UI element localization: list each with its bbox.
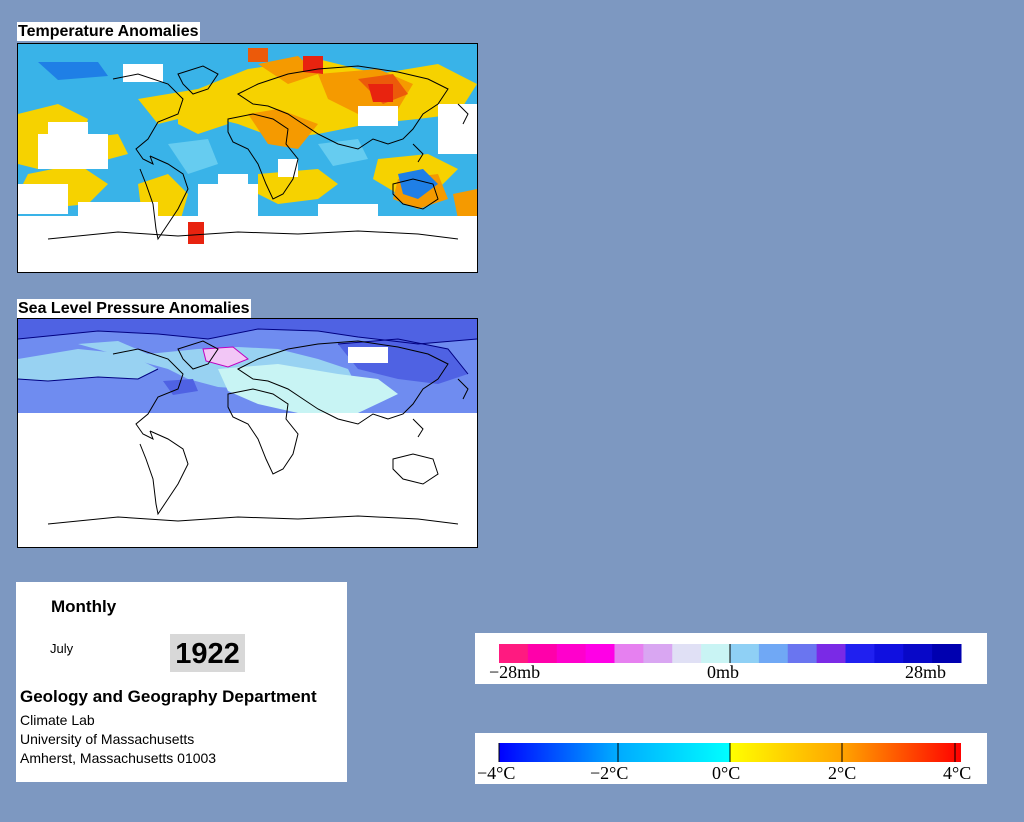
pressure-anomaly-map[interactable] — [17, 318, 478, 548]
temperature-legend-canvas: −4°C −2°C 0°C 2°C 4°C — [477, 743, 971, 783]
temperature-anomaly-map[interactable] — [17, 43, 478, 273]
pressure-swatch — [585, 644, 616, 663]
department-name: Geology and Geography Department — [20, 687, 317, 706]
pressure-swatch — [758, 644, 789, 663]
pressure-swatch — [527, 644, 558, 663]
temperature-legend-plus2: 2°C — [828, 763, 856, 783]
pressure-swatch — [614, 644, 644, 663]
pressure-map-coastlines — [47, 340, 469, 525]
pressure-swatch — [932, 644, 962, 663]
temperature-anomaly-field — [18, 44, 477, 272]
pressure-map-title: Sea Level Pressure Anomalies — [17, 299, 251, 318]
temperature-legend-zero: 0°C — [712, 763, 740, 783]
pressure-swatch — [672, 644, 702, 663]
pressure-swatch — [816, 644, 847, 663]
temperature-map-canvas — [18, 44, 477, 272]
pressure-swatch — [556, 644, 587, 663]
university-name: University of Massachusetts — [20, 731, 195, 747]
pressure-legend-max: 28mb — [905, 662, 946, 682]
temperature-map-coastlines — [47, 65, 469, 241]
period-label: Monthly — [51, 597, 117, 616]
pressure-legend-canvas: −28mb 0mb 28mb — [489, 644, 962, 682]
year-display: 1922 — [170, 634, 245, 672]
info-panel: Monthly July 1922 Geology and Geography … — [16, 582, 347, 782]
lab-name: Climate Lab — [20, 712, 95, 728]
pressure-swatch — [874, 644, 904, 663]
pressure-swatch — [730, 644, 760, 663]
temperature-legend-plus4: 4°C — [943, 763, 971, 783]
temperature-legend-minus4: −4°C — [477, 763, 515, 783]
temperature-legend-minus2: −2°C — [590, 763, 628, 783]
pressure-swatch — [787, 644, 818, 663]
pressure-color-scale — [499, 644, 962, 663]
pressure-map-canvas — [18, 319, 477, 547]
pressure-swatch — [701, 644, 731, 663]
pressure-swatch — [903, 644, 933, 663]
pressure-anomaly-field — [18, 319, 477, 547]
temperature-legend: −4°C −2°C 0°C 2°C 4°C — [475, 733, 987, 784]
pressure-swatch — [643, 644, 673, 663]
pressure-legend-mid: 0mb — [707, 662, 739, 682]
pressure-swatch — [845, 644, 875, 663]
pressure-legend: −28mb 0mb 28mb — [475, 633, 987, 684]
temperature-scale-ticks — [498, 743, 956, 762]
address-line: Amherst, Massachusetts 01003 — [20, 750, 217, 766]
pressure-swatch — [499, 644, 529, 663]
month-label: July — [50, 641, 74, 656]
pressure-legend-min: −28mb — [489, 662, 540, 682]
temperature-map-title: Temperature Anomalies — [17, 22, 200, 41]
pressure-contours — [18, 328, 477, 382]
